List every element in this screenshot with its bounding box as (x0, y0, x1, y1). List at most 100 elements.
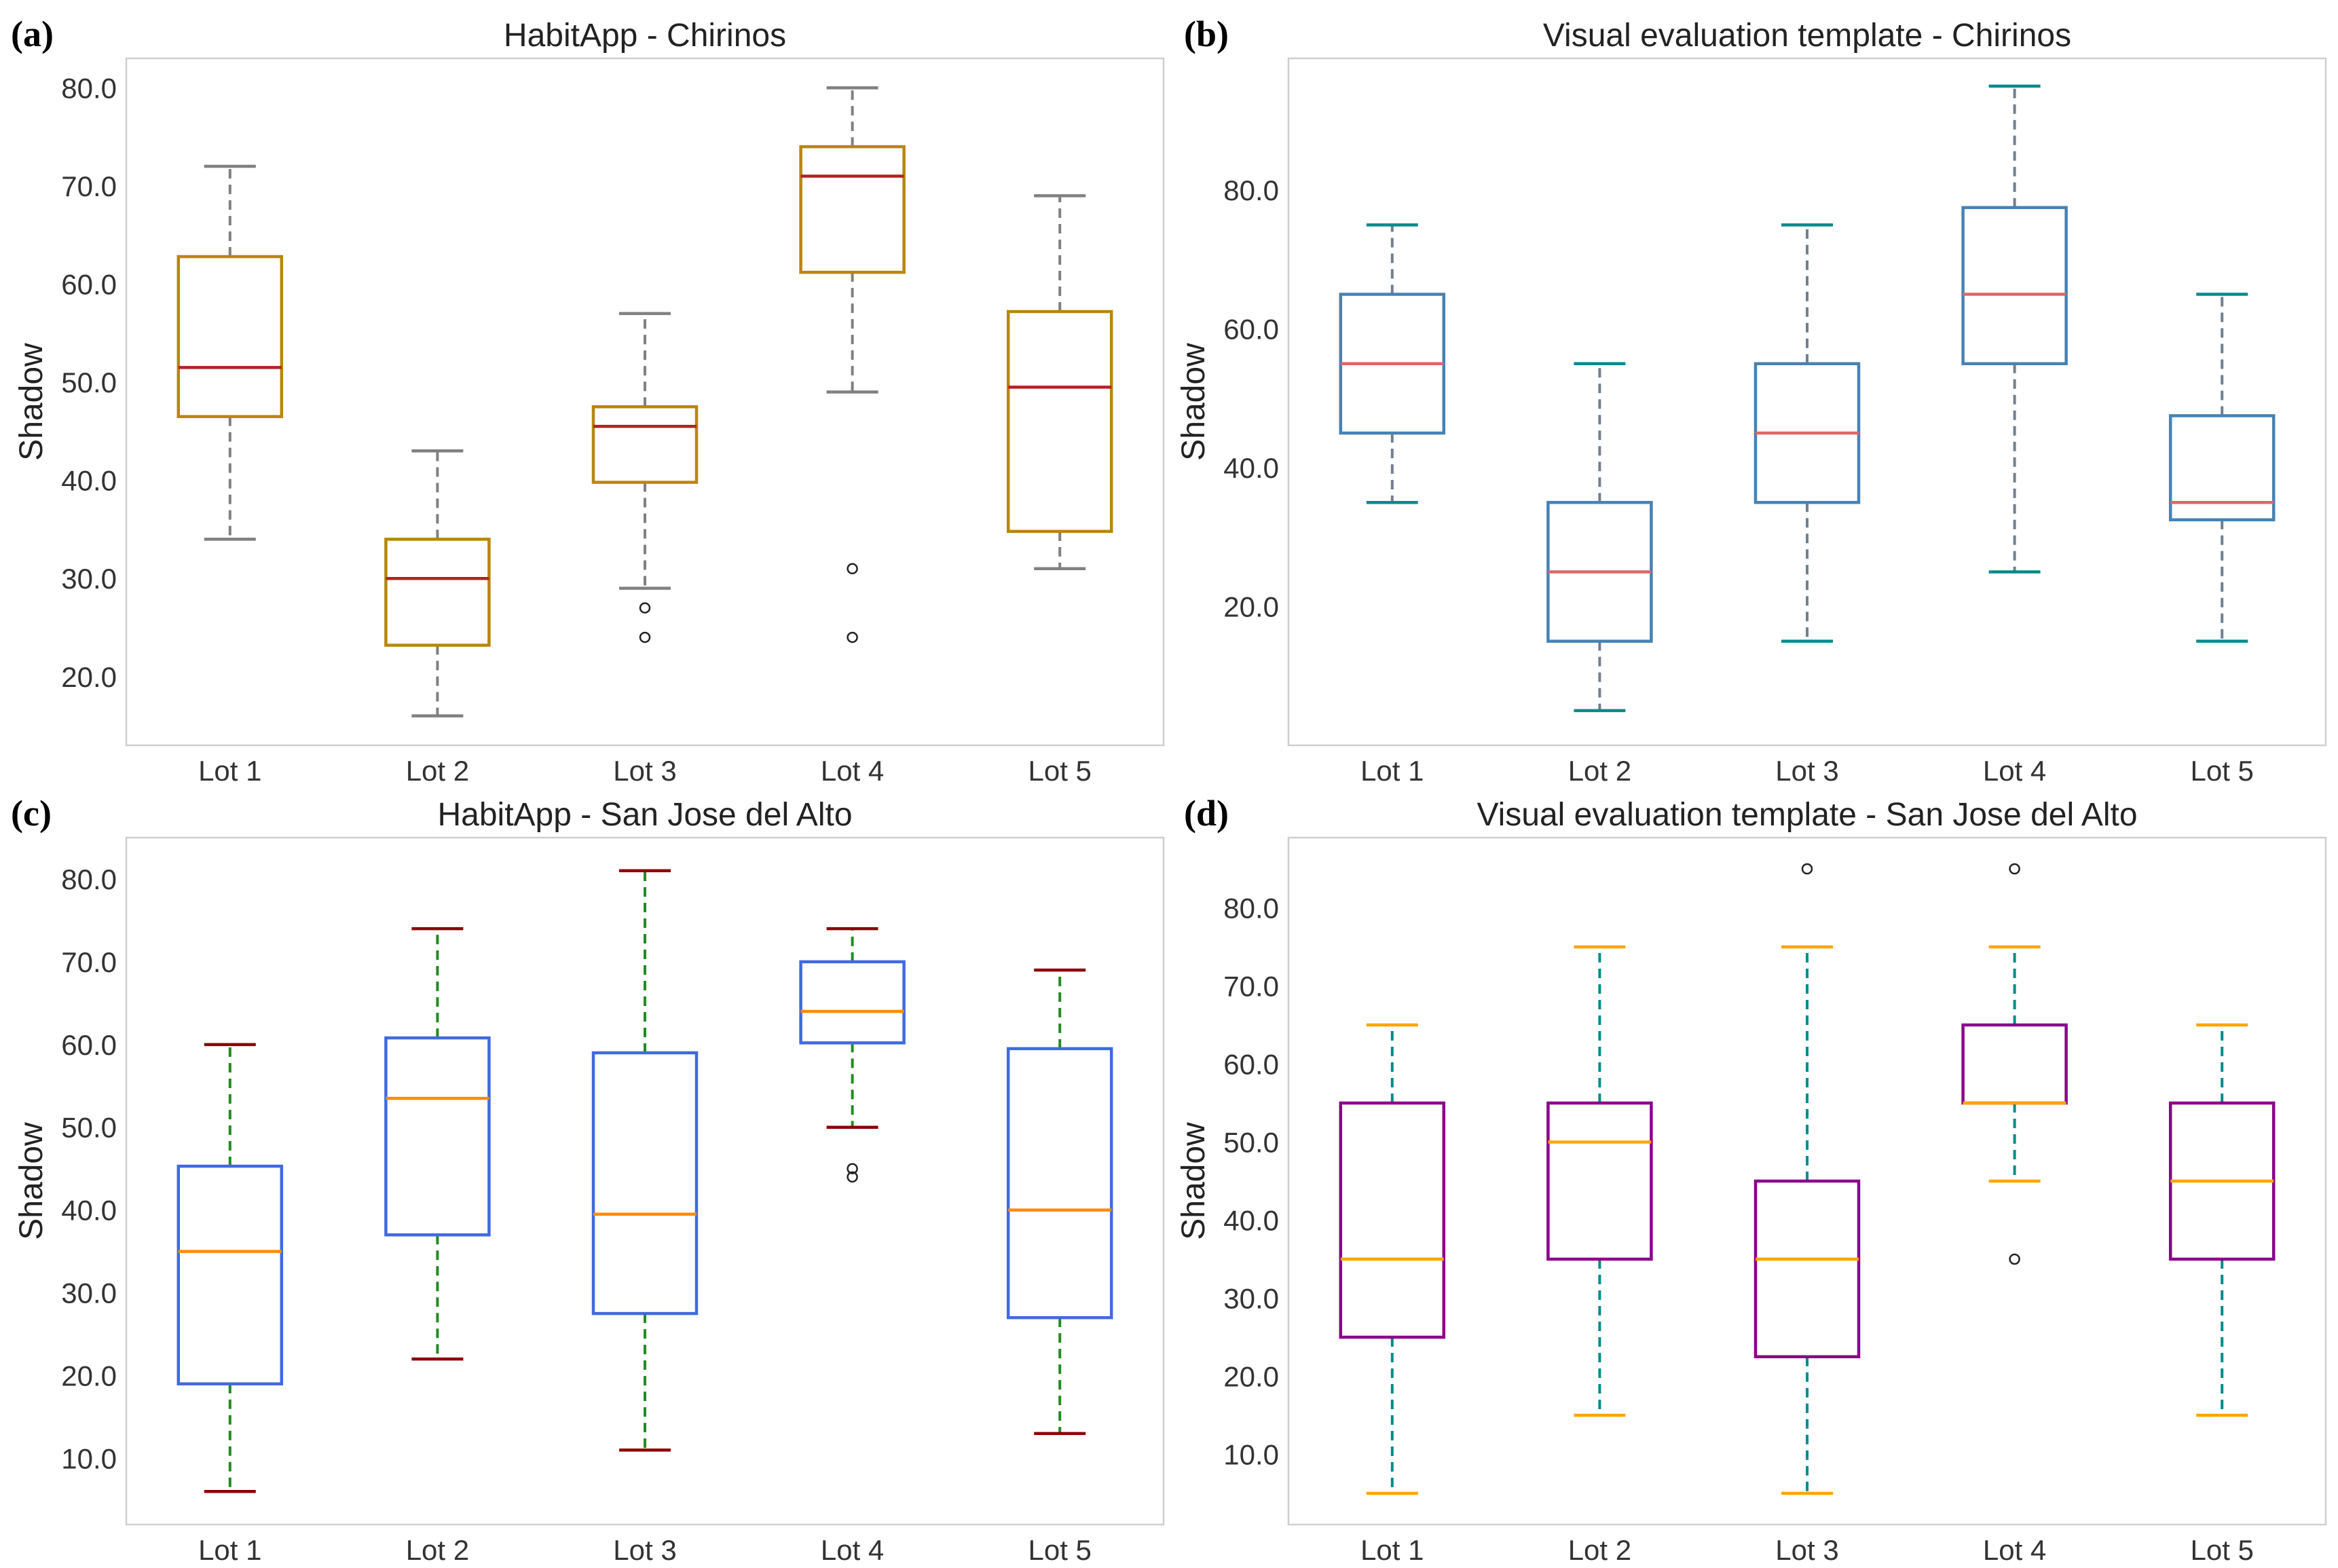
panel-label-d: (d) (1184, 793, 1229, 834)
x-ticks-d: Lot 1 Lot 2 Lot 3 Lot 4 Lot 5 (1360, 1534, 2254, 1566)
boxes-d (1339, 863, 2276, 1495)
box-d-lot2 (1546, 1101, 1653, 1261)
box-a-lot3 (591, 405, 699, 484)
outlier-point-d-lot4 (2009, 1253, 2020, 1265)
box-c-lot2 (384, 1036, 491, 1237)
y-tick-label-b: 20.0 (1223, 591, 1279, 623)
y-tick-label-b: 40.0 (1223, 452, 1279, 484)
y-tick-label-d: 40.0 (1223, 1205, 1279, 1237)
panel-label-b: (b) (1184, 14, 1229, 54)
panel-a: (a) HabitApp - Chirinos Shadow 20.0 30.0 4… (11, 14, 1165, 787)
outlier-point-d-lot4 (2009, 863, 2020, 875)
y-tick-label-d: 30.0 (1223, 1283, 1279, 1315)
y-tick-label-c: 50.0 (61, 1112, 117, 1144)
x-tick-label-b: Lot 5 (2190, 755, 2253, 787)
box-b-lot5 (2168, 414, 2276, 522)
y-tick-label-a: 80.0 (61, 72, 117, 104)
x-tick-label-b: Lot 3 (1775, 755, 1838, 787)
y-tick-label-a: 30.0 (61, 563, 117, 595)
x-tick-label-b: Lot 4 (1983, 755, 2046, 787)
x-tick-label-d: Lot 1 (1360, 1534, 1424, 1566)
y-tick-label-a: 50.0 (61, 367, 117, 398)
y-axis-label-b: Shadow (1176, 343, 1212, 461)
x-tick-label-b: Lot 2 (1568, 755, 1631, 787)
y-tick-label-d: 70.0 (1223, 971, 1279, 1003)
outlier-point-a-lot3 (639, 602, 651, 614)
x-tick-label-d: Lot 3 (1775, 1534, 1838, 1566)
panel-label-c: (c) (11, 793, 52, 834)
y-tick-label-b: 60.0 (1223, 314, 1279, 346)
plot-frame-b (1287, 57, 2327, 747)
y-tick-label-a: 40.0 (61, 465, 117, 497)
boxes-b (1339, 84, 2276, 713)
y-tick-label-a: 20.0 (61, 661, 117, 693)
x-tick-label-c: Lot 5 (1028, 1534, 1091, 1566)
box-d-lot4 (1961, 1023, 2068, 1105)
box-a-lot2 (384, 538, 491, 647)
box-a-lot4 (799, 145, 906, 274)
box-d-lot3 (1754, 1179, 1861, 1358)
y-tick-label-c: 60.0 (61, 1029, 117, 1061)
plot-frame-c (125, 836, 1165, 1526)
boxes-a (177, 86, 1113, 717)
box-b-lot4 (1961, 206, 2068, 366)
x-tick-label-a: Lot 2 (406, 755, 469, 787)
panel-d: (d) Visual evaluation template - San Jos… (1176, 793, 2327, 1566)
y-tick-label-c: 70.0 (61, 946, 117, 978)
y-axis-label-d: Shadow (1176, 1122, 1212, 1240)
y-tick-label-c: 80.0 (61, 863, 117, 895)
x-ticks-a: Lot 1 Lot 2 Lot 3 Lot 4 Lot 5 (198, 755, 1092, 787)
y-tick-label-c: 40.0 (61, 1195, 117, 1227)
x-ticks-c: Lot 1 Lot 2 Lot 3 Lot 4 Lot 5 (198, 1534, 1092, 1566)
outlier-point-a-lot4 (847, 563, 858, 575)
y-tick-label-c: 30.0 (61, 1277, 117, 1309)
outlier-point-c-lot4 (847, 1171, 858, 1183)
panel-c: (c) HabitApp - San Jose del Alto Shadow … (11, 793, 1165, 1566)
x-tick-label-a: Lot 3 (613, 755, 676, 787)
x-tick-label-c: Lot 1 (198, 1534, 261, 1566)
outlier-point-a-lot3 (639, 631, 651, 643)
x-tick-label-c: Lot 3 (613, 1534, 676, 1566)
box-c-lot3 (591, 1051, 699, 1315)
panel-b: (b) Visual evaluation template - Chirino… (1176, 14, 2327, 787)
y-tick-label-d: 50.0 (1223, 1127, 1279, 1159)
x-tick-label-d: Lot 2 (1568, 1534, 1631, 1566)
y-tick-label-c: 20.0 (61, 1360, 117, 1392)
box-c-lot4 (799, 960, 906, 1045)
x-tick-label-d: Lot 5 (2190, 1534, 2253, 1566)
outlier-point-a-lot4 (847, 631, 858, 643)
y-tick-label-d: 80.0 (1223, 893, 1279, 925)
y-axis-label-c: Shadow (14, 1122, 50, 1240)
y-ticks-c: 10.0 20.0 30.0 40.0 50.0 60.0 70.0 80.0 (61, 863, 117, 1474)
x-tick-label-a: Lot 5 (1028, 755, 1091, 787)
plot-frame-a (125, 57, 1165, 747)
box-a-lot5 (1006, 310, 1113, 534)
y-ticks-b: 20.0 40.0 60.0 80.0 (1223, 174, 1279, 622)
x-tick-label-a: Lot 1 (198, 755, 261, 787)
chart-title-d: Visual evaluation template - San Jose de… (1477, 797, 2137, 833)
chart-title-b: Visual evaluation template - Chirinos (1543, 18, 2071, 54)
y-tick-label-c: 10.0 (61, 1442, 117, 1474)
box-c-lot1 (177, 1164, 284, 1385)
outlier-point-d-lot3 (1801, 863, 1813, 875)
y-ticks-a: 20.0 30.0 40.0 50.0 60.0 70.0 80.0 (61, 72, 117, 692)
plot-frame-d (1287, 836, 2327, 1526)
box-c-lot5 (1006, 1047, 1113, 1320)
y-axis-label-a: Shadow (14, 343, 50, 461)
box-d-lot1 (1339, 1101, 1446, 1339)
chart-title-a: HabitApp - Chirinos (504, 18, 786, 54)
outlier-point-c-lot4 (847, 1163, 858, 1174)
x-tick-label-b: Lot 1 (1360, 755, 1424, 787)
y-tick-label-a: 70.0 (61, 170, 117, 202)
x-ticks-b: Lot 1 Lot 2 Lot 3 Lot 4 Lot 5 (1360, 755, 2254, 787)
y-tick-label-b: 80.0 (1223, 174, 1279, 206)
x-tick-label-d: Lot 4 (1983, 1534, 2046, 1566)
panel-label-a: (a) (11, 14, 54, 54)
y-ticks-d: 10.0 20.0 30.0 40.0 50.0 60.0 70.0 80.0 (1223, 893, 1279, 1471)
y-tick-label-d: 20.0 (1223, 1361, 1279, 1393)
y-tick-label-a: 60.0 (61, 269, 117, 301)
x-tick-label-a: Lot 4 (821, 755, 884, 787)
box-a-lot1 (177, 255, 284, 418)
x-tick-label-c: Lot 4 (821, 1534, 884, 1566)
